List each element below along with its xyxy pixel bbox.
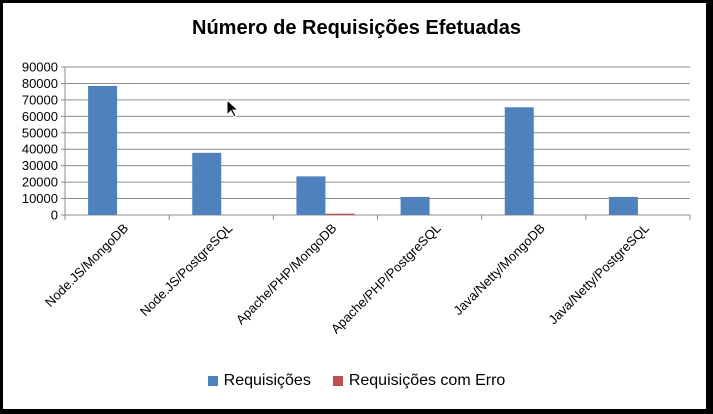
y-tick-label: 50000 — [22, 125, 58, 140]
x-tick-label: Node.JS/PostgreSQL — [137, 221, 235, 319]
x-tick-label: Apache/PHP/MongoDB — [233, 221, 340, 328]
bar-requisicoes-com-erro — [325, 213, 355, 215]
legend-swatch-requisicoes — [207, 376, 218, 386]
y-tick-label: 30000 — [22, 158, 58, 173]
bar-requisicoes — [608, 196, 638, 215]
y-tick-label: 80000 — [22, 76, 58, 91]
chart-legend: Requisições Requisições com Erro — [0, 372, 713, 390]
bar-requisicoes — [504, 107, 534, 215]
legend-item-requisicoes: Requisições — [207, 372, 311, 390]
legend-swatch-requisicoes-com-erro — [332, 376, 343, 386]
y-tick-label: 60000 — [22, 109, 58, 124]
bar-requisicoes — [400, 196, 430, 215]
x-tick-label: Java/Netty/MongoDB — [450, 221, 547, 318]
chart-title: Número de Requisições Efetuadas — [192, 17, 521, 39]
bar-requisicoes — [192, 152, 222, 215]
bar-requisicoes — [296, 176, 326, 215]
legend-label-requisicoes: Requisições — [223, 372, 311, 389]
legend-label-requisicoes-com-erro: Requisições com Erro — [348, 372, 506, 389]
y-tick-label: 70000 — [22, 92, 58, 107]
y-tick-label: 10000 — [22, 191, 58, 206]
x-tick-label: Node.JS/MongoDB — [42, 221, 131, 310]
y-tick-label: 40000 — [22, 142, 58, 157]
chart-frame — [3, 3, 706, 409]
bar-requisicoes — [88, 85, 118, 216]
y-tick-label: 0 — [51, 208, 58, 223]
legend-item-requisicoes-com-erro: Requisições com Erro — [332, 372, 506, 390]
x-tick-label: Apache/PHP/PostgreSQL — [328, 221, 444, 337]
mouse-pointer-icon — [226, 99, 240, 118]
y-tick-label: 90000 — [22, 60, 58, 75]
x-tick-label: Java/Netty/PostgreSQL — [545, 221, 652, 328]
y-tick-label: 20000 — [22, 175, 58, 190]
